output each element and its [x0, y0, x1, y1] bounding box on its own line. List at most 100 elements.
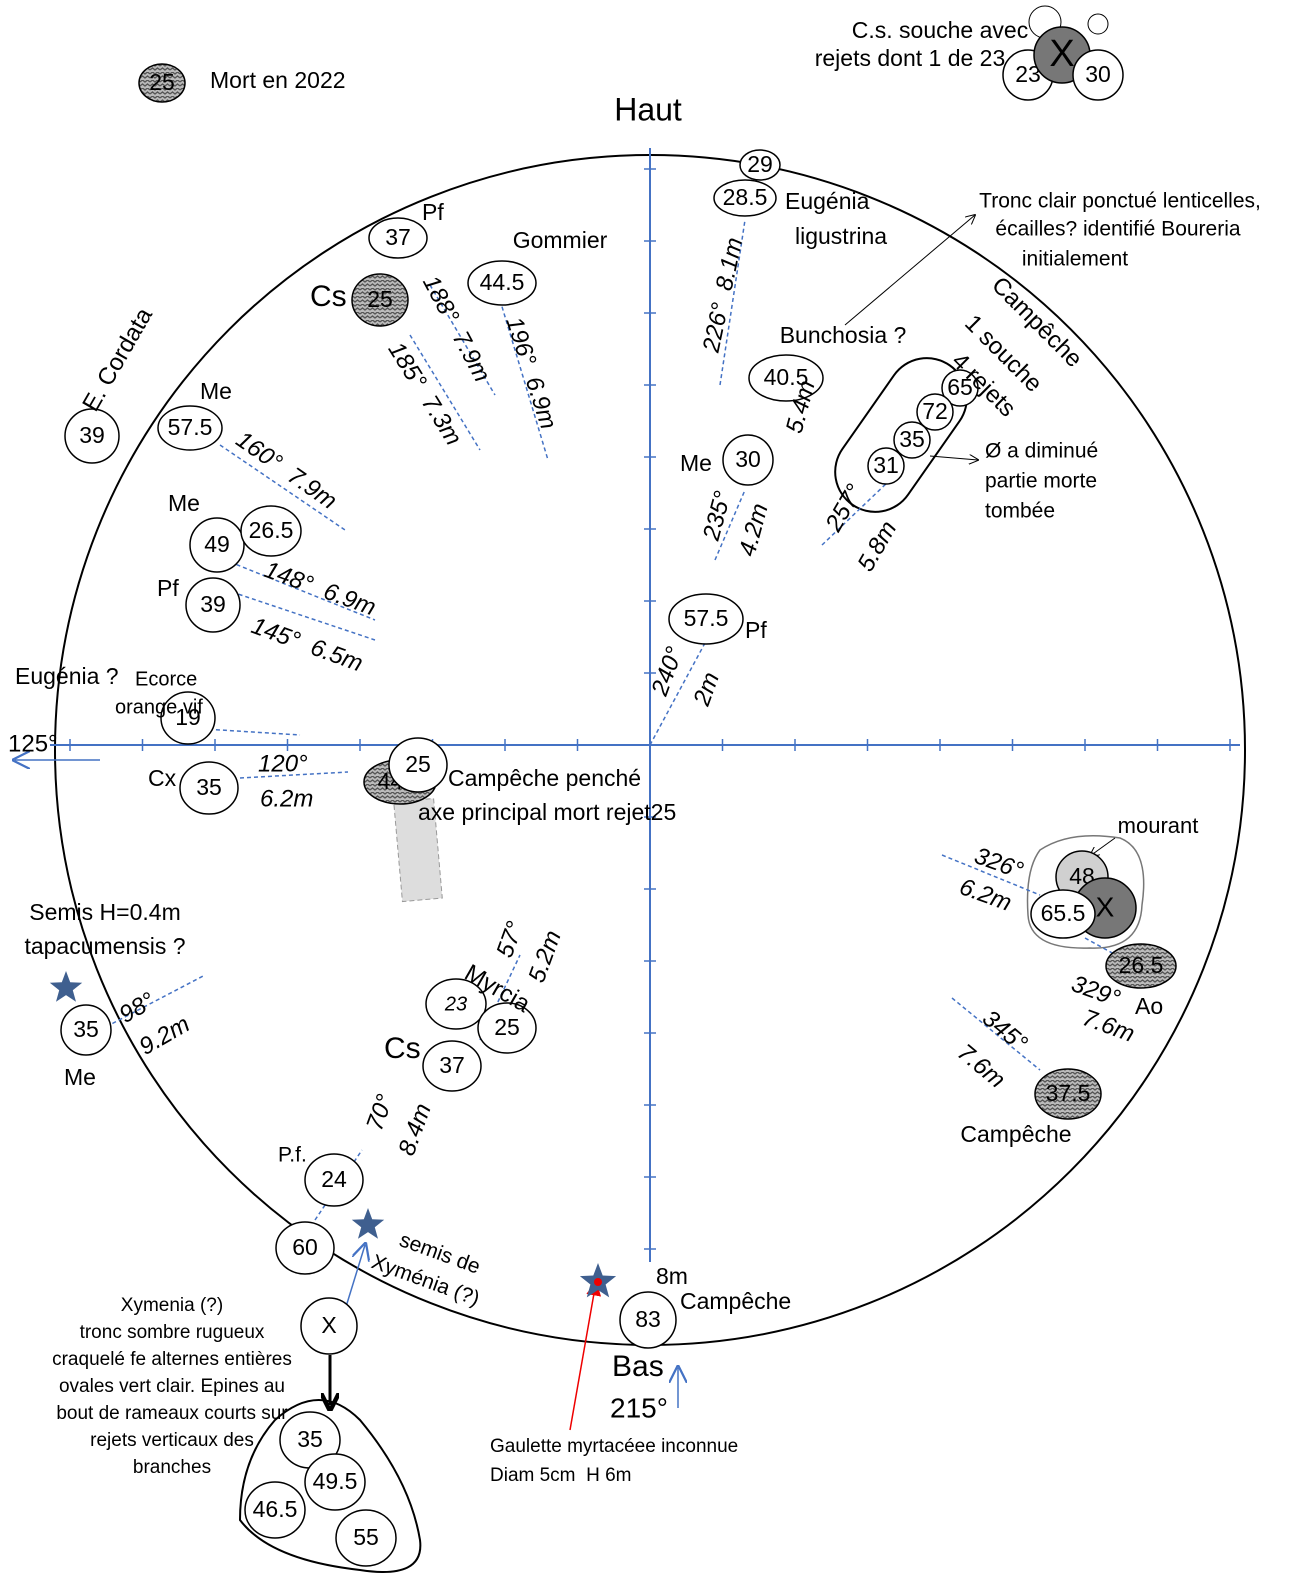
bearing-label: 6.2m: [260, 785, 313, 812]
note: partie morte: [985, 470, 1097, 493]
note: ligustrina: [795, 223, 887, 249]
tree-label: 44.5: [480, 269, 525, 295]
note: Semis H=0.4m: [29, 899, 180, 925]
note: Haut: [614, 91, 682, 127]
note: orange vif: [115, 696, 203, 718]
note: Pf: [745, 617, 767, 643]
tree-circle: [179, 761, 239, 815]
tree-circle: [304, 1153, 364, 1207]
tree-circle: [722, 434, 774, 486]
tree-label: 65.5: [1041, 900, 1086, 926]
tree-label: 28.5: [723, 184, 768, 210]
note: initialement: [1022, 248, 1128, 271]
note: rejets verticaux des: [90, 1430, 254, 1451]
note: E. Cordata: [77, 303, 158, 416]
tree-circle: [244, 1481, 306, 1539]
bearing-label: 2m: [688, 669, 725, 711]
tree-label: 25: [405, 751, 431, 777]
tree-circle: [422, 1040, 482, 1092]
bearing-label: 145° 6.5m: [248, 612, 367, 677]
note: Gaulette myrtacéee inconnue: [490, 1436, 738, 1457]
arrow: [1090, 837, 1116, 856]
note: mourant: [1118, 813, 1199, 838]
tree-circle: [916, 393, 954, 431]
bearing-label: 8.4m: [393, 1100, 437, 1159]
bearing-line: [951, 997, 1041, 1071]
tree-label: 35: [899, 426, 925, 452]
tree-circle: [335, 1509, 397, 1567]
note: Campêche penché: [448, 765, 641, 791]
bearing-line: [229, 561, 376, 621]
arrow: [929, 456, 978, 460]
bearing-line: [429, 284, 496, 396]
tree-label: 39: [79, 422, 105, 448]
bearing-line: [821, 479, 891, 546]
bearing-line: [649, 629, 713, 746]
note: écailles? identifié Boureria: [995, 218, 1240, 241]
note: Eugénia: [785, 188, 870, 214]
note: Ao: [1135, 993, 1163, 1019]
note: Pf: [157, 575, 179, 601]
tree-label: 57.5: [168, 414, 213, 440]
note: rejets dont 1 de 23: [815, 45, 1006, 71]
bearing-label: 7.6m: [952, 1039, 1010, 1094]
tree-label: 40.5: [764, 364, 809, 390]
note: Gommier: [513, 227, 608, 253]
note: Eugénia ?: [15, 663, 119, 689]
tree-label: 30: [1085, 61, 1111, 87]
note: Campêche: [960, 1121, 1071, 1147]
tree-circle: [157, 405, 223, 451]
tree-circle: [300, 1297, 358, 1355]
tree-label: 46.5: [253, 1496, 298, 1522]
tree-label: X: [1049, 33, 1074, 75]
tree-circle: [1105, 943, 1177, 989]
bearing-line: [714, 489, 746, 561]
note: P.f.: [278, 1144, 307, 1167]
bearing-label: 345°: [977, 1005, 1033, 1058]
tree-circle: [893, 421, 931, 459]
note: tronc sombre rugueux: [80, 1322, 265, 1343]
tree-label: 29: [747, 151, 773, 177]
bearing-label: 148° 6.9m: [261, 556, 380, 621]
tree-label: 55: [353, 1524, 379, 1550]
tree-label: 83: [635, 1306, 661, 1332]
tree-label: 60: [292, 1234, 318, 1260]
tree-label: 26.5: [249, 517, 294, 543]
star-center: [594, 1278, 602, 1286]
tree-circle: [941, 369, 979, 407]
tree-label: X: [321, 1312, 336, 1338]
tree-circle: [739, 149, 781, 181]
tree-label: 49.5: [313, 1468, 358, 1494]
tree-label: 65: [947, 374, 973, 400]
note: Me: [200, 378, 232, 404]
bearing-label: 57°: [491, 918, 529, 962]
tree-circle: [668, 593, 744, 645]
tree-label: 31: [873, 452, 899, 478]
bearing-label: 7.6m: [1079, 1004, 1138, 1048]
tree-label: X: [1096, 891, 1115, 922]
tree-circle: [867, 447, 905, 485]
arrow: [345, 1245, 365, 1310]
tree-label: 23: [444, 993, 467, 1015]
group-outline: [834, 357, 968, 513]
tree-circle: [1034, 1068, 1102, 1120]
note: Tronc clair ponctué lenticelles,: [979, 190, 1261, 213]
note: tapacumensis ?: [24, 933, 185, 959]
bearing-label: 120°: [258, 750, 308, 777]
tree-label: 37: [385, 224, 411, 250]
tree-circle: [1030, 889, 1096, 939]
arrow: [569, 1280, 602, 1431]
bearing-line: [941, 854, 1041, 896]
tree-circle: [388, 737, 448, 793]
note: Pf: [422, 199, 444, 225]
tree-label: 57.5: [684, 605, 729, 631]
tree-circle: [1072, 49, 1124, 101]
note: 125°: [8, 730, 58, 757]
note: Xymenia (?): [121, 1295, 223, 1316]
note: Bunchosia ?: [780, 322, 907, 348]
note: Campêche: [680, 1288, 791, 1314]
note: Diam 5cm H 6m: [490, 1465, 631, 1486]
note: 8m: [656, 1263, 688, 1289]
tree-label: 24: [321, 1166, 347, 1192]
tree-circle: [185, 577, 241, 633]
